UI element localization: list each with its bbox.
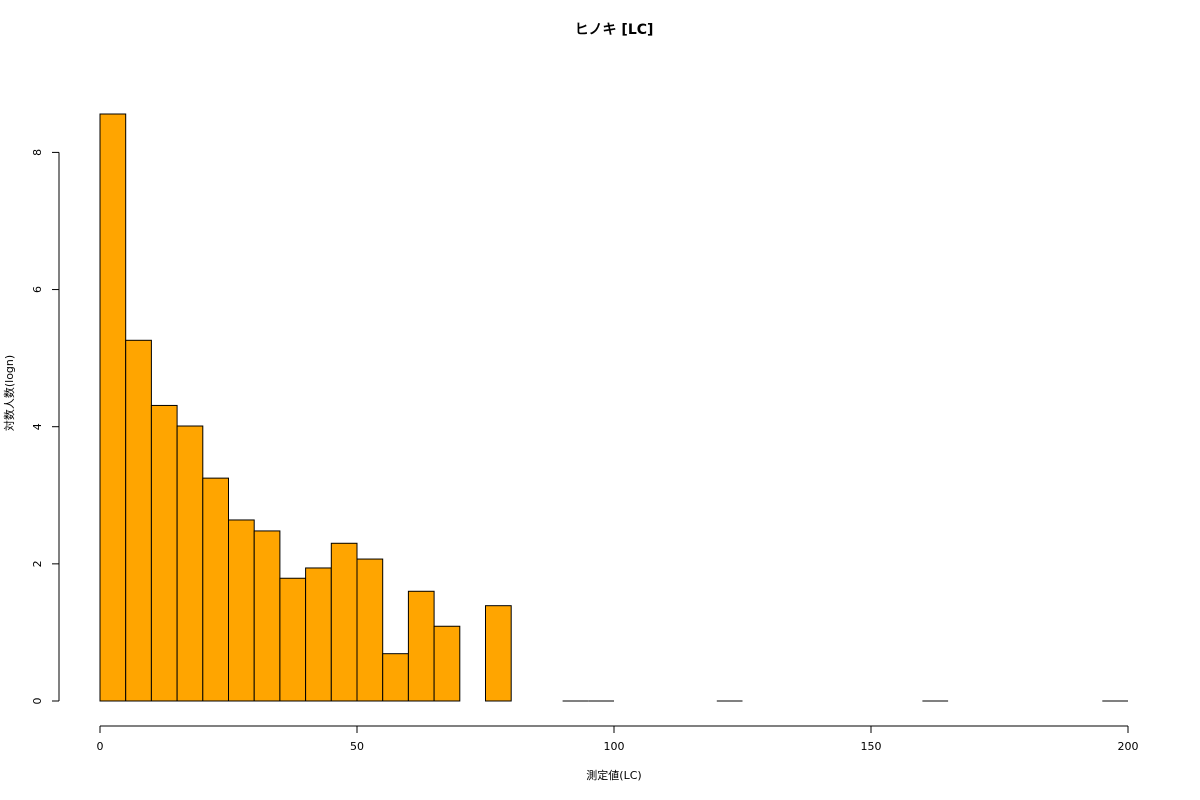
bar [99, 113, 127, 702]
chart-title: ヒノキ [LC] [575, 22, 654, 38]
bar [433, 625, 461, 702]
y-tick-label: 0 [31, 698, 44, 705]
x-tick-label: 150 [861, 740, 882, 753]
bar [202, 477, 230, 702]
y-tick-label: 8 [31, 149, 44, 156]
x-tick-label: 50 [350, 740, 364, 753]
bar [356, 558, 384, 702]
x-tick-label: 0 [97, 740, 104, 753]
y-tick-label: 6 [31, 286, 44, 293]
bar [279, 577, 307, 702]
bar [150, 404, 178, 702]
y-axis-label: 対数人数(logn) [2, 355, 16, 431]
bar [330, 542, 358, 702]
x-tick-label: 200 [1118, 740, 1139, 753]
bar [407, 590, 435, 702]
y-tick-label: 2 [31, 560, 44, 567]
bar [228, 519, 255, 702]
y-tick-label: 4 [31, 423, 44, 430]
bar [176, 425, 204, 702]
bar [485, 605, 512, 702]
bar [253, 530, 281, 702]
x-tick-label: 100 [604, 740, 625, 753]
bar [305, 567, 332, 702]
x-axis-label: 測定値(LC) [586, 768, 641, 782]
bar [125, 339, 152, 702]
bar [382, 653, 409, 702]
